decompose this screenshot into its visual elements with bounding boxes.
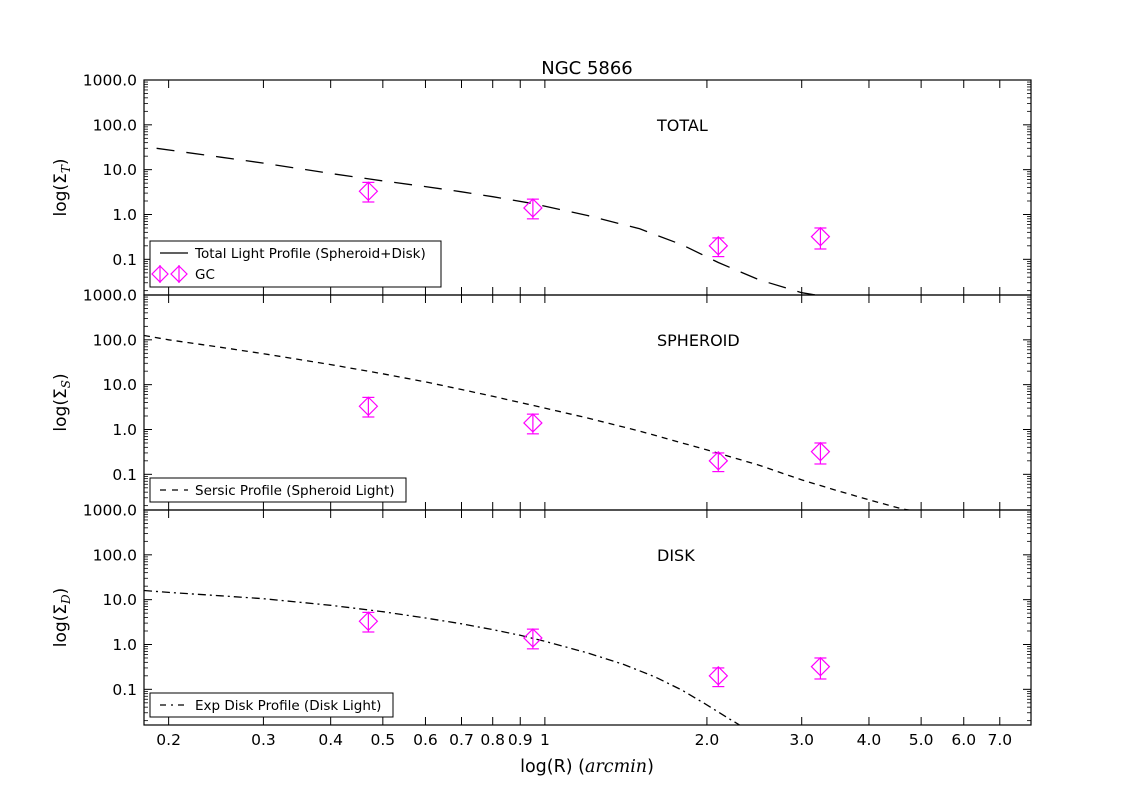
x-tick-label: 0.7 bbox=[449, 731, 474, 749]
x-axis-label-text: log(R) bbox=[520, 757, 573, 777]
x-tick-label: 1 bbox=[540, 731, 550, 749]
legend-gc-marker bbox=[151, 265, 169, 283]
x-tick-label: 0.4 bbox=[318, 731, 343, 749]
y-axis-label-subscript: S bbox=[59, 380, 73, 388]
y-tick-label: 10.0 bbox=[102, 591, 137, 609]
legend-entry-model: Exp Disk Profile (Disk Light) bbox=[195, 698, 381, 714]
legend-frame bbox=[149, 240, 442, 288]
x-tick-label: 0.5 bbox=[371, 731, 396, 749]
legend: Total Light Profile (Spheroid+Disk) GC bbox=[149, 240, 442, 288]
x-axis-unit: arcmin bbox=[585, 757, 647, 777]
gc-point bbox=[810, 226, 831, 247]
x-tick-label: 6.0 bbox=[951, 731, 976, 749]
panel-spheroid: 0.1 1.0 10.0 100.0 1000.0 log(ΣS) SPHEROID Sers… bbox=[51, 287, 1032, 511]
x-tick-label: 0.3 bbox=[251, 731, 276, 749]
y-tick-label: 100.0 bbox=[93, 331, 137, 349]
y-axis-label-sigma: Σ bbox=[51, 173, 71, 184]
legend: Sersic Profile (Spheroid Light) bbox=[149, 477, 407, 503]
chart-title: NGC 5866 bbox=[541, 58, 633, 79]
y-tick-label: 1000.0 bbox=[83, 287, 137, 305]
legend-frame bbox=[149, 692, 394, 718]
y-axis-label-prefix: log( bbox=[51, 184, 71, 217]
x-tick-label: 5.0 bbox=[909, 731, 934, 749]
y-tick-label: 10.0 bbox=[102, 161, 137, 179]
gc-point bbox=[358, 611, 379, 632]
x-tick-label: 3.0 bbox=[789, 731, 814, 749]
x-axis: 0.2 0.3 0.4 0.5 0.6 0.7 0.8 0.9 1 2.0 3.0 4.0 5.0 6.0… bbox=[156, 731, 1012, 749]
y-tick-label: 10.0 bbox=[102, 376, 137, 394]
x-tick-label: 2.0 bbox=[695, 731, 720, 749]
y-axis-label-suffix: ) bbox=[51, 588, 71, 595]
x-tick-label: 4.0 bbox=[857, 731, 882, 749]
y-axis-label: log(ΣS) bbox=[51, 373, 73, 431]
legend-entry-model: Sersic Profile (Spheroid Light) bbox=[195, 483, 395, 499]
x-tick-label: 0.8 bbox=[480, 731, 505, 749]
y-tick-label: 1.0 bbox=[112, 636, 137, 654]
gc-point bbox=[523, 198, 543, 218]
y-axis-label-prefix: log( bbox=[51, 615, 71, 648]
panel-total: 0.1 1.0 10.0 100.0 1000.0 log(ΣT) TOTAL Total L… bbox=[51, 72, 1032, 296]
x-axis-label: log(R) (arcmin) bbox=[520, 757, 654, 777]
y-axis-label: log(ΣT) bbox=[51, 159, 73, 217]
panel-label: DISK bbox=[657, 546, 695, 565]
y-axis-label-subscript: T bbox=[59, 164, 73, 173]
legend: Exp Disk Profile (Disk Light) bbox=[149, 692, 394, 718]
x-tick-label: 0.2 bbox=[156, 731, 181, 749]
y-axis-label-prefix: log( bbox=[51, 399, 71, 432]
x-tick-label: 0.6 bbox=[413, 731, 438, 749]
gc-point bbox=[523, 628, 543, 648]
legend-entry-model: Total Light Profile (Spheroid+Disk) bbox=[194, 246, 426, 262]
model-curve bbox=[144, 589, 740, 725]
y-axis-label-sigma: Σ bbox=[51, 604, 71, 615]
y-tick-label: 1000.0 bbox=[83, 72, 137, 90]
legend-entry-gc: GC bbox=[195, 267, 215, 283]
gc-point bbox=[523, 413, 543, 433]
panel-disk: 0.1 1.0 10.0 100.0 1000.0 log(ΣD) DISK Exp Disk… bbox=[51, 502, 1032, 726]
x-tick-label: 7.0 bbox=[987, 731, 1012, 749]
y-axis-label-subscript: D bbox=[59, 594, 73, 605]
legend-frame bbox=[149, 477, 407, 503]
y-tick-label: 0.1 bbox=[112, 466, 137, 484]
gc-point bbox=[358, 181, 379, 202]
gc-point bbox=[708, 235, 729, 256]
panel-label: SPHEROID bbox=[657, 331, 740, 350]
legend-gc-marker bbox=[170, 265, 188, 283]
gc-point bbox=[708, 450, 729, 471]
y-tick-label: 1.0 bbox=[112, 421, 137, 439]
y-tick-label: 100.0 bbox=[93, 546, 137, 564]
y-tick-label: 0.1 bbox=[112, 251, 137, 269]
y-tick-label: 0.1 bbox=[112, 681, 137, 699]
y-tick-label: 1000.0 bbox=[83, 502, 137, 520]
x-tick-label: 0.9 bbox=[508, 731, 533, 749]
gc-point bbox=[358, 396, 379, 417]
gc-point bbox=[810, 441, 831, 462]
model-curve bbox=[144, 334, 913, 510]
y-tick-label: 1.0 bbox=[112, 206, 137, 224]
y-axis-label-suffix: ) bbox=[51, 373, 71, 380]
panel-label: TOTAL bbox=[656, 116, 708, 135]
gc-point bbox=[708, 665, 729, 686]
gc-point bbox=[810, 656, 831, 677]
y-axis-label-suffix: ) bbox=[51, 159, 71, 166]
y-axis-label-sigma: Σ bbox=[51, 388, 71, 399]
y-tick-label: 100.0 bbox=[93, 116, 137, 134]
y-axis-label: log(ΣD) bbox=[51, 588, 73, 648]
